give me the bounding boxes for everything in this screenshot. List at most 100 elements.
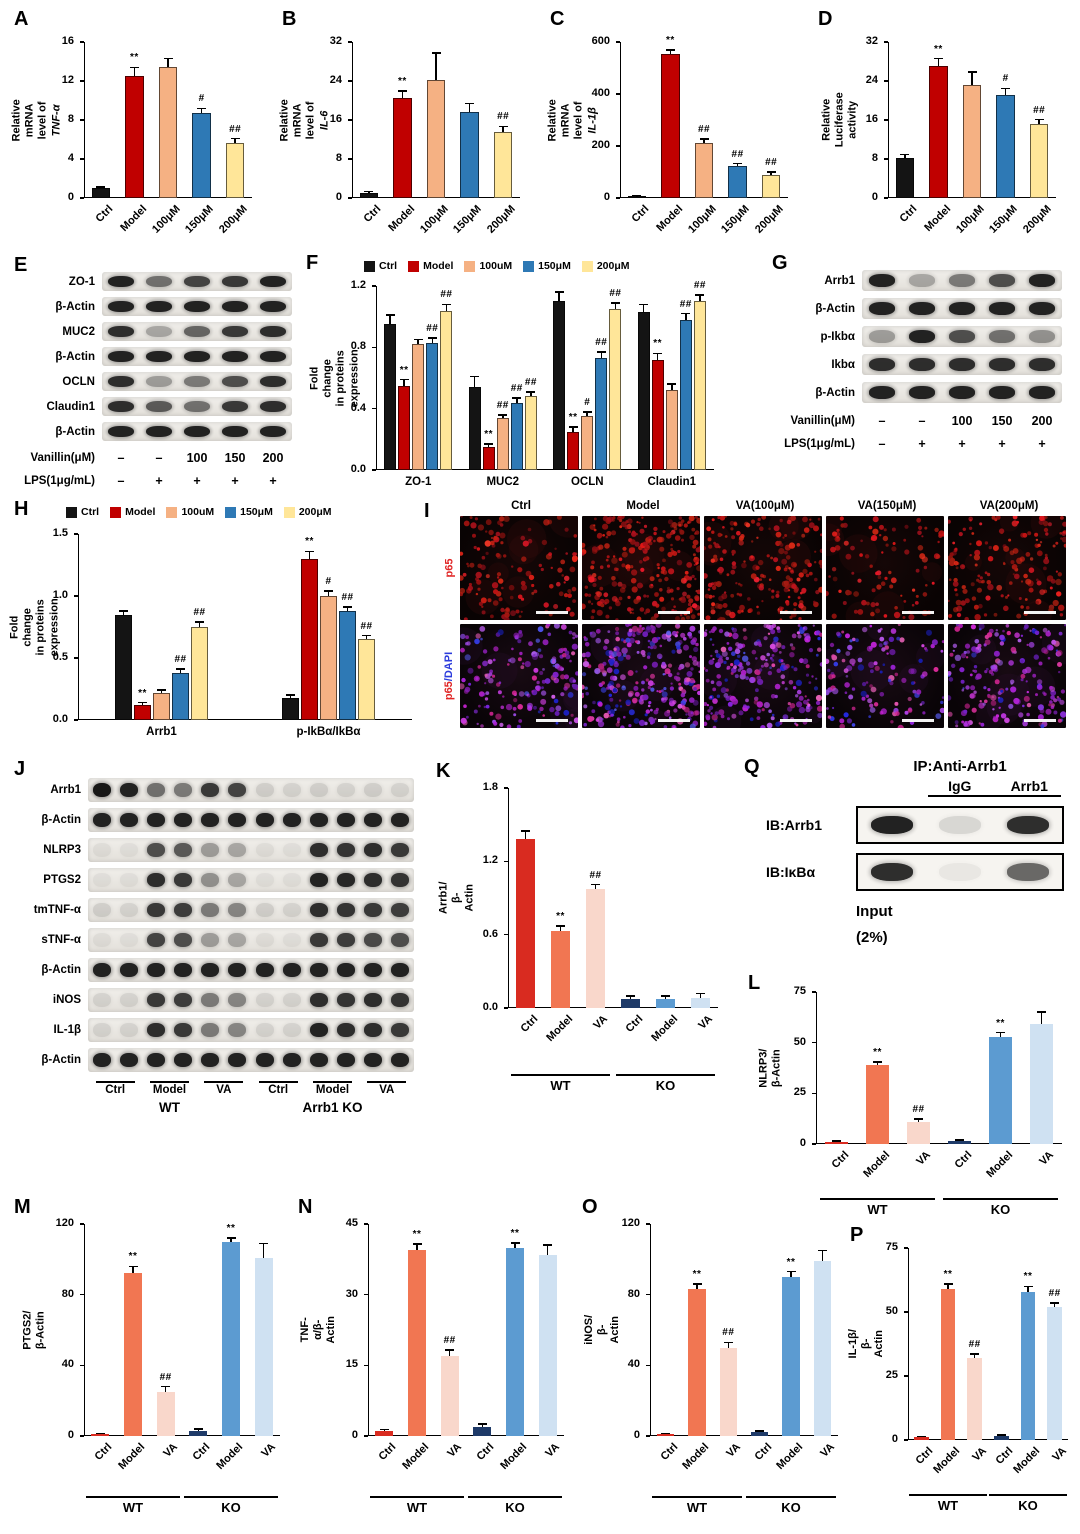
y-tick-label: 0 bbox=[351, 1429, 358, 1441]
protein-band bbox=[92, 992, 111, 1008]
lane-group-line bbox=[258, 1081, 298, 1083]
bar bbox=[393, 98, 412, 198]
bar bbox=[426, 80, 446, 198]
x-tick-label: Ctrl bbox=[623, 1013, 645, 1035]
protein-band bbox=[108, 300, 134, 313]
significance-marker: ** bbox=[412, 1229, 422, 1241]
y-axis-label-text: NLRP3/β-Actin bbox=[757, 1048, 783, 1088]
y-tick-mark bbox=[80, 1223, 84, 1225]
protein-band bbox=[337, 902, 356, 918]
error-bar bbox=[1027, 1286, 1029, 1292]
y-tick-mark bbox=[74, 533, 78, 535]
annotation-label: LPS(1μg/mL) bbox=[784, 437, 855, 450]
protein-band bbox=[108, 425, 134, 438]
annotation-value: + bbox=[231, 473, 239, 488]
protein-band bbox=[146, 872, 165, 888]
y-tick-mark bbox=[504, 860, 508, 863]
significance-marker: ** bbox=[128, 1251, 138, 1263]
significance-marker: ## bbox=[1033, 104, 1046, 116]
lane-group-label: Ctrl bbox=[268, 1083, 289, 1096]
error-bar-cap bbox=[832, 1140, 841, 1142]
blot-strip bbox=[88, 778, 414, 802]
error-bar bbox=[431, 338, 434, 343]
micrograph bbox=[826, 516, 944, 620]
bar bbox=[482, 447, 495, 470]
protein-band bbox=[309, 992, 328, 1008]
bar bbox=[222, 1241, 240, 1436]
y-tick-mark bbox=[348, 158, 352, 160]
western-blot-tight-junction: ZO-1 β-Actin MUC2 β-Actin OCLN Claudin1 β-Acti… bbox=[18, 272, 292, 491]
blot-row: OCLN bbox=[18, 372, 292, 391]
bar bbox=[515, 839, 536, 1008]
protein-band bbox=[184, 350, 210, 363]
protein-band bbox=[146, 782, 165, 798]
y-tick-mark bbox=[348, 80, 352, 82]
x-tick-label: Model bbox=[649, 1013, 680, 1044]
significance-marker: ## bbox=[765, 157, 778, 168]
panel-letter-k: K bbox=[436, 760, 451, 782]
error-bar-cap bbox=[667, 383, 677, 385]
y-axis-label: Fold change in proteins expression bbox=[309, 286, 361, 470]
y-axis-label: PTGS2/β-Actin bbox=[20, 1224, 50, 1436]
group-line bbox=[615, 1074, 716, 1076]
lane-group: Ctrl bbox=[88, 1078, 142, 1096]
protein-band bbox=[1028, 386, 1056, 399]
protein-band bbox=[948, 330, 976, 343]
y-tick-mark bbox=[812, 991, 816, 993]
bar bbox=[940, 1288, 956, 1440]
panel-p: P IL-1β/β-Actin 0 25 50 75 Ctrl ** Model ## VA Ctr… bbox=[847, 1224, 1076, 1530]
protein-band bbox=[201, 872, 220, 888]
protein-band bbox=[119, 842, 138, 858]
error-bar-cap bbox=[1037, 1011, 1046, 1014]
protein-band bbox=[948, 358, 976, 371]
lane-group: Model bbox=[142, 1078, 196, 1096]
y-tick-label: 15 bbox=[345, 1358, 358, 1371]
blot-row: MUC2 bbox=[18, 322, 292, 341]
y-tick-mark bbox=[80, 1293, 84, 1296]
x-tick-label: 150μM bbox=[719, 203, 753, 236]
group-label: WT bbox=[867, 1202, 888, 1217]
x-group-label: p-IkBα/IkBα bbox=[296, 726, 361, 738]
error-bar-cap bbox=[916, 1435, 926, 1438]
error-bar bbox=[770, 172, 772, 176]
protein-band bbox=[201, 962, 220, 978]
error-bar bbox=[1038, 119, 1040, 124]
protein-band bbox=[282, 992, 301, 1008]
y-tick-label: 200 bbox=[591, 139, 610, 151]
y-tick-mark bbox=[504, 933, 508, 936]
error-bar-cap bbox=[230, 137, 240, 140]
lane-group-labels: Ctrl Model VA Ctrl Model VA bbox=[88, 1078, 414, 1096]
x-tick-label: Ctrl bbox=[829, 1149, 851, 1171]
protein-band bbox=[282, 1022, 301, 1038]
x-tick-label: Ctrl bbox=[952, 1149, 974, 1171]
error-bar-cap bbox=[324, 590, 333, 592]
x-tick-label: 100μM bbox=[685, 203, 719, 236]
y-tick-label: 1.5 bbox=[52, 527, 68, 539]
bar bbox=[1030, 1024, 1053, 1144]
error-bar-cap bbox=[873, 1061, 882, 1063]
significance-marker: ## bbox=[589, 869, 602, 881]
bar bbox=[595, 358, 608, 470]
error-bar-cap bbox=[681, 312, 691, 315]
x-group-label: Claudin1 bbox=[647, 476, 697, 488]
protein-band bbox=[255, 872, 274, 888]
group-line bbox=[468, 1496, 562, 1498]
error-bar bbox=[262, 1243, 265, 1258]
error-bar-cap bbox=[900, 153, 910, 156]
error-bar bbox=[200, 108, 203, 114]
protein-band bbox=[870, 863, 914, 881]
blot-row: sTNF-α bbox=[18, 928, 414, 952]
grouped-bar-chart-arrb1-ikb: Fold change in proteins expression 0.0 0.5… bbox=[9, 502, 418, 748]
blot-protein-label: β-Actin bbox=[41, 1054, 81, 1066]
significance-marker: ** bbox=[510, 1227, 520, 1239]
panel-letter-l: L bbox=[748, 972, 761, 994]
y-axis-label-text: Fold change in proteins expression bbox=[308, 348, 361, 408]
bar bbox=[125, 76, 144, 198]
protein-band bbox=[1028, 358, 1056, 371]
y-tick-label: 24 bbox=[329, 74, 342, 86]
lane-group: VA bbox=[197, 1078, 251, 1096]
error-bar bbox=[656, 353, 659, 360]
protein-band bbox=[184, 325, 210, 338]
bar bbox=[962, 84, 982, 198]
y-tick-mark bbox=[884, 80, 888, 82]
